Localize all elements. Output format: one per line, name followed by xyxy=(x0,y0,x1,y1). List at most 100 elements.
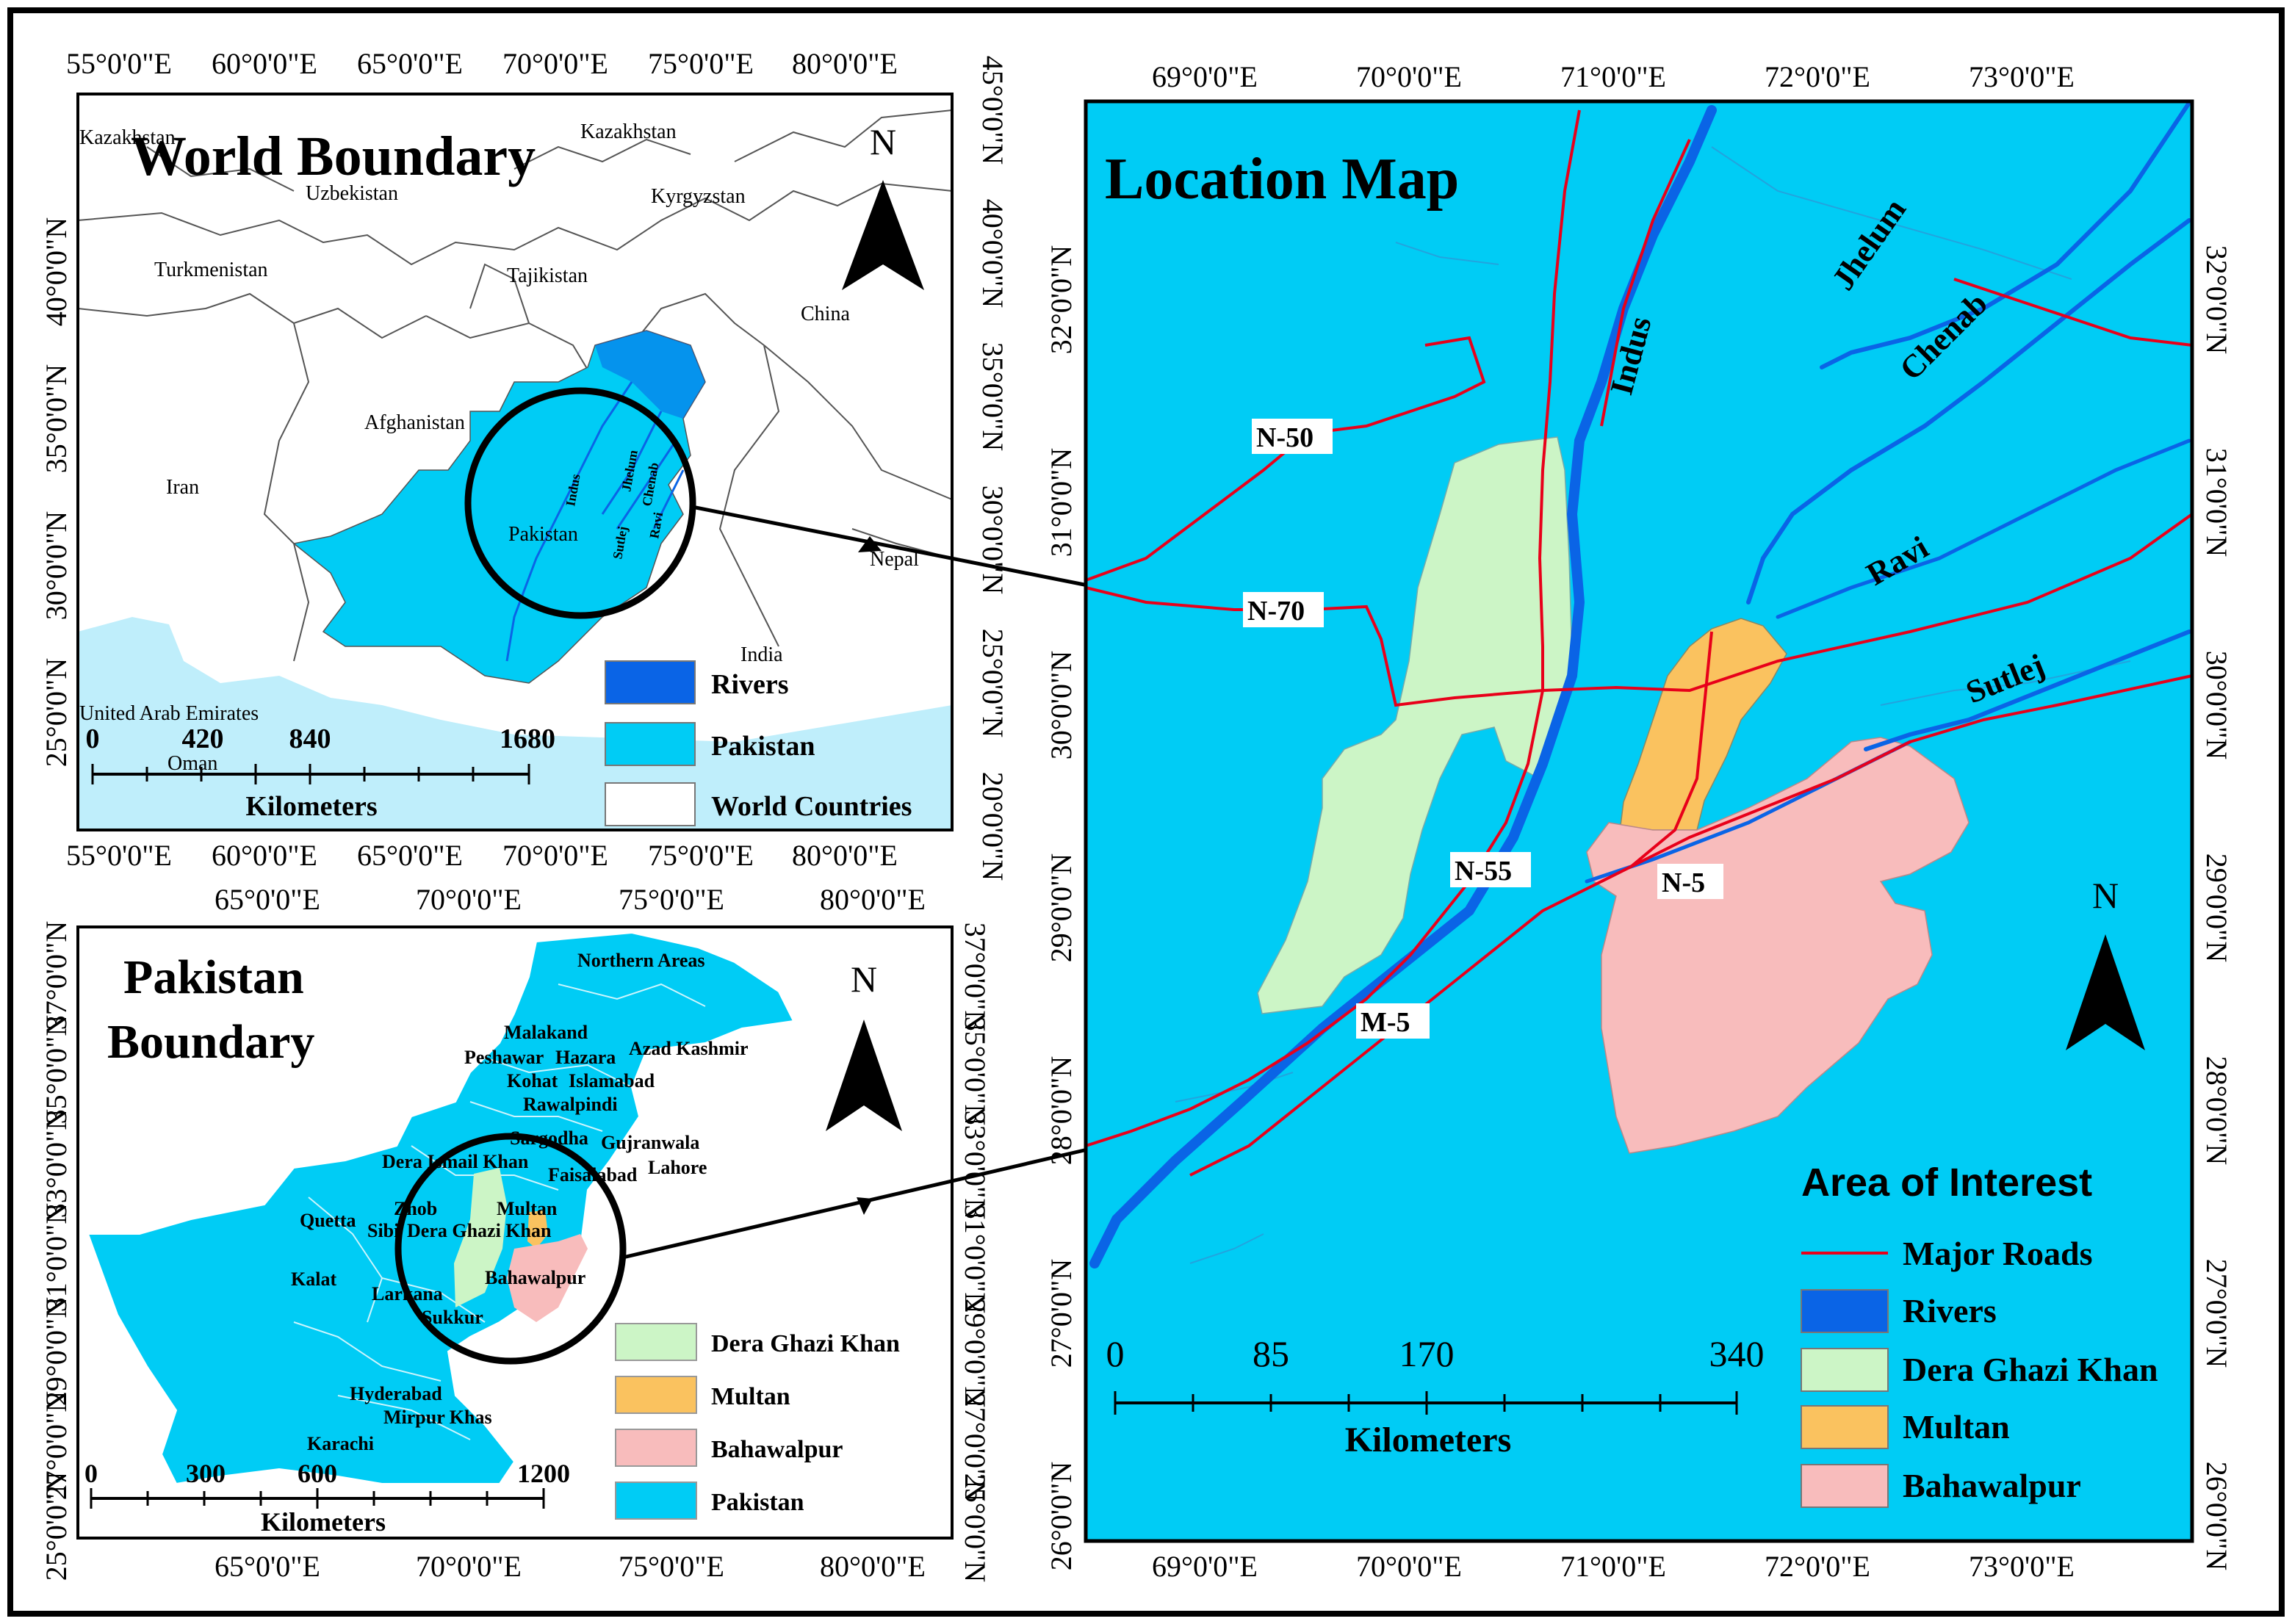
coord-tick-label: 26°0'0"N xyxy=(1045,1462,1078,1570)
world-country-labels: Kazakhstan Kazakhstan Uzbekistan Kyrgyzs… xyxy=(79,120,919,775)
coord-tick-label: 75°0'0"E xyxy=(619,883,724,916)
coord-tick-label: 30°0'0"N xyxy=(1045,651,1078,759)
coord-tick-label: 27°0'0"N xyxy=(959,1393,992,1501)
pakistan-title-line1: Pakistan xyxy=(123,950,304,1004)
location-legend: Area of Interest Major Roads Rivers Dera… xyxy=(1801,1161,2158,1508)
country-label: Turkmenistan xyxy=(154,259,268,281)
legend-swatch-rivers xyxy=(1801,1289,1889,1333)
scale-tick-label: 300 xyxy=(186,1459,226,1488)
location-north-letter: N xyxy=(2092,875,2119,916)
world-to-location-connector xyxy=(691,505,1085,587)
division-label: Larkana xyxy=(372,1283,443,1304)
coord-tick-label: 72°0'0"E xyxy=(1765,60,1870,93)
world-northern-highlands xyxy=(595,331,705,419)
coord-tick-label: 31°0'0"N xyxy=(2200,448,2233,557)
legend-label: Bahawalpur xyxy=(711,1436,843,1463)
division-label: Hyderabad xyxy=(350,1383,442,1404)
coord-tick-label: 60°0'0"E xyxy=(212,47,317,80)
coord-tick-label: 26°0'0"N xyxy=(2200,1462,2233,1570)
pakistan-panel-frame xyxy=(76,925,954,1540)
world-legend: Rivers Pakistan World Countries xyxy=(605,660,912,826)
coord-tick-label: 80°0'0"E xyxy=(792,47,898,80)
road-label: N-55 xyxy=(1455,856,1512,887)
legend-swatch-rivers xyxy=(605,660,696,704)
coord-tick-label: 35°0'0"N xyxy=(40,1015,73,1124)
arrowhead-icon xyxy=(857,1197,873,1215)
country-label: India xyxy=(740,643,783,666)
legend-label: Bahawalpur xyxy=(1903,1467,2081,1504)
pakistan-north-arrow-icon xyxy=(826,1019,902,1131)
country-label: Pakistan xyxy=(508,523,578,546)
legend-label: Rivers xyxy=(711,669,789,700)
legend-swatch-bahawalpur xyxy=(615,1429,697,1467)
division-label: Sukkur xyxy=(422,1307,483,1328)
coord-tick-label: 27°0'0"N xyxy=(1045,1259,1078,1368)
scale-tick-label: 600 xyxy=(298,1459,337,1488)
country-label: United Arab Emirates xyxy=(79,702,259,725)
coord-tick-label: 80°0'0"E xyxy=(820,1550,926,1583)
coord-tick-label: 71°0'0"E xyxy=(1560,60,1666,93)
pakistan-to-location-connector xyxy=(622,1148,1085,1260)
pakistan-scale-bar: 0 300 600 1200 Kilometers xyxy=(84,1459,570,1537)
connector-arrows xyxy=(622,505,1085,1260)
coord-tick-label: 33°0'0"N xyxy=(959,1111,992,1219)
division-label: Quetta xyxy=(300,1210,356,1231)
world-right-ticks: 45°0'0"N 40°0'0"N 35°0'0"N 30°0'0"N 25°0… xyxy=(976,56,1009,881)
legend-swatch-bahawalpur xyxy=(1801,1464,1889,1508)
location-roads xyxy=(1085,109,2194,1177)
road-label-bg xyxy=(1657,864,1723,899)
road-label-bg xyxy=(1356,1003,1430,1039)
coord-tick-label: 31°0'0"N xyxy=(1045,448,1078,557)
coord-tick-label: 70°0'0"E xyxy=(502,47,608,80)
world-focus-circle xyxy=(464,387,696,619)
legend-label: Rivers xyxy=(1903,1292,1997,1329)
pakistan-shape xyxy=(87,931,795,1485)
world-rivers xyxy=(505,381,685,662)
legend-swatch-dera-ghazi-khan xyxy=(1801,1348,1889,1392)
scale-tick-label: 85 xyxy=(1253,1333,1289,1374)
world-left-ticks: 40°0'0"N 35°0'0"N 30°0'0"N 25°0'0"N xyxy=(40,217,73,767)
scale-unit-label: Kilometers xyxy=(1345,1421,1512,1459)
pakistan-division-labels: Northern Areas Malakand Peshawar Hazara … xyxy=(291,950,749,1454)
coord-tick-label: 65°0'0"E xyxy=(215,1550,320,1583)
coord-tick-label: 69°0'0"E xyxy=(1152,1550,1258,1583)
coord-tick-label: 29°0'0"N xyxy=(959,1299,992,1407)
world-country-borders xyxy=(77,109,953,662)
coord-tick-label: 27°0'0"N xyxy=(40,1391,73,1500)
legend-label: Pakistan xyxy=(711,731,815,762)
division-label: Dera Ismail Khan xyxy=(382,1151,529,1172)
division-label: Sibi xyxy=(367,1220,399,1241)
scale-unit-label: Kilometers xyxy=(261,1507,386,1537)
scale-tick-label: 1200 xyxy=(517,1459,570,1488)
coord-tick-label: 75°0'0"E xyxy=(648,47,754,80)
coord-tick-label: 28°0'0"N xyxy=(2200,1056,2233,1165)
coord-tick-label: 27°0'0"N xyxy=(2200,1259,2233,1368)
coord-tick-label: 30°0'0"N xyxy=(40,511,73,620)
world-sea xyxy=(78,617,952,830)
coord-tick-label: 71°0'0"E xyxy=(1560,1550,1666,1583)
coord-tick-label: 25°0'0"N xyxy=(40,658,73,767)
division-label: Sargodha xyxy=(510,1127,588,1149)
coord-tick-label: 69°0'0"E xyxy=(1152,60,1258,93)
world-north-letter: N xyxy=(870,121,896,162)
coord-tick-label: 33°0'0"N xyxy=(40,1109,73,1218)
coord-tick-label: 31°0'0"N xyxy=(959,1205,992,1313)
legend-label: Major Roads xyxy=(1903,1235,2093,1272)
location-top-ticks: 69°0'0"E 70°0'0"E 71°0'0"E 72°0'0"E 73°0… xyxy=(1152,60,2075,93)
pakistan-multan-region xyxy=(527,1210,548,1249)
location-bottom-ticks: 69°0'0"E 70°0'0"E 71°0'0"E 72°0'0"E 73°0… xyxy=(1152,1550,2075,1583)
coord-tick-label: 80°0'0"E xyxy=(820,883,926,916)
scale-tick-label: 0 xyxy=(86,723,100,754)
coord-tick-label: 70°0'0"E xyxy=(1356,60,1462,93)
legend-title: Area of Interest xyxy=(1801,1161,2092,1205)
legend-swatch-pakistan xyxy=(605,722,696,766)
world-north-arrow-icon xyxy=(842,180,924,290)
location-title: Location Map xyxy=(1105,147,1459,212)
coord-tick-label: 73°0'0"E xyxy=(1969,1550,2075,1583)
division-label: Rawalpindi xyxy=(523,1094,618,1115)
coord-tick-label: 65°0'0"E xyxy=(215,883,320,916)
road-label: M-5 xyxy=(1361,1007,1410,1038)
pakistan-north-letter: N xyxy=(851,959,877,1000)
legend-swatch-pakistan xyxy=(615,1482,697,1520)
coord-tick-label: 29°0'0"N xyxy=(1045,853,1078,962)
